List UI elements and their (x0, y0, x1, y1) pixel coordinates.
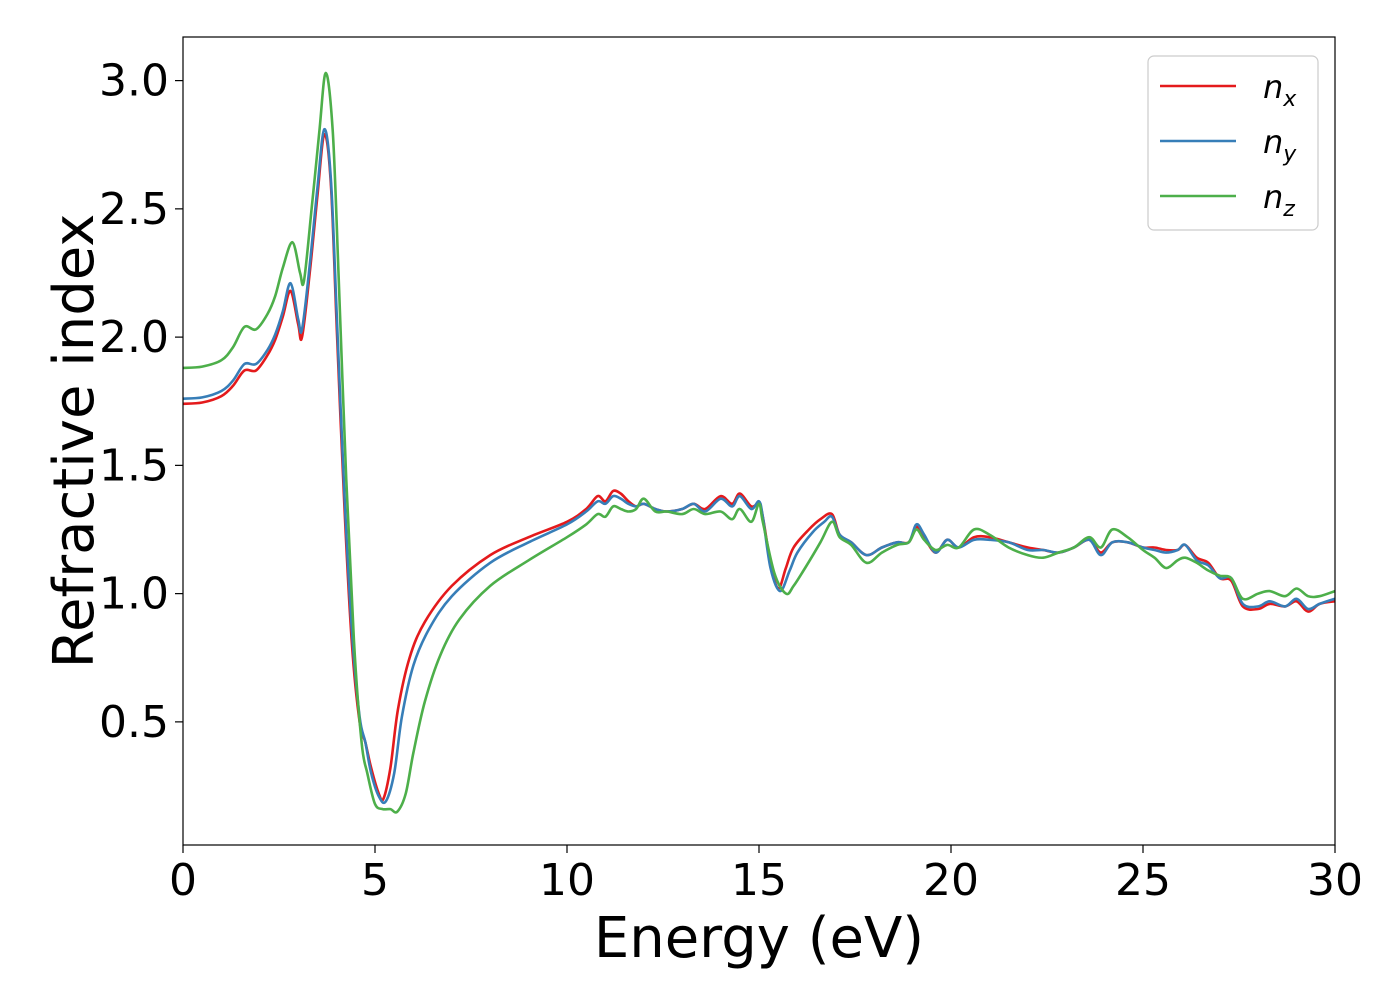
y-tick-label: 0.5 (99, 697, 169, 748)
series-line-n_z (183, 71, 1335, 814)
y-tick-label: 2.0 (99, 312, 169, 363)
x-tick-label: 15 (731, 855, 787, 906)
y-tick-label: 1.5 (99, 440, 169, 491)
legend-box (1147, 55, 1319, 231)
x-axis-ticks: 0 5 10 15 20 25 30 (169, 845, 1363, 906)
y-tick-label: 2.5 (99, 184, 169, 235)
x-axis-label: Energy (eV) (594, 906, 924, 971)
y-axis-ticks: 0.5 1.0 1.5 2.0 2.5 3.0 (99, 56, 183, 748)
y-axis-label: Refractive index (42, 214, 107, 669)
legend-label-n_z: nz (1263, 178, 1295, 222)
x-tick-label: 25 (1115, 855, 1171, 906)
y-tick-label: 3.0 (99, 56, 169, 107)
x-tick-label: 5 (361, 855, 389, 906)
x-tick-label: 0 (169, 855, 197, 906)
series-lines (183, 71, 1335, 814)
x-tick-label: 30 (1307, 855, 1363, 906)
x-tick-label: 10 (539, 855, 595, 906)
series-line-n_x (183, 133, 1335, 802)
x-tick-label: 20 (923, 855, 979, 906)
legend: nx ny nz (1147, 55, 1319, 231)
legend-label-n_x: nx (1263, 68, 1297, 112)
legend-label-n_y: ny (1263, 123, 1297, 167)
y-tick-label: 1.0 (99, 569, 169, 620)
